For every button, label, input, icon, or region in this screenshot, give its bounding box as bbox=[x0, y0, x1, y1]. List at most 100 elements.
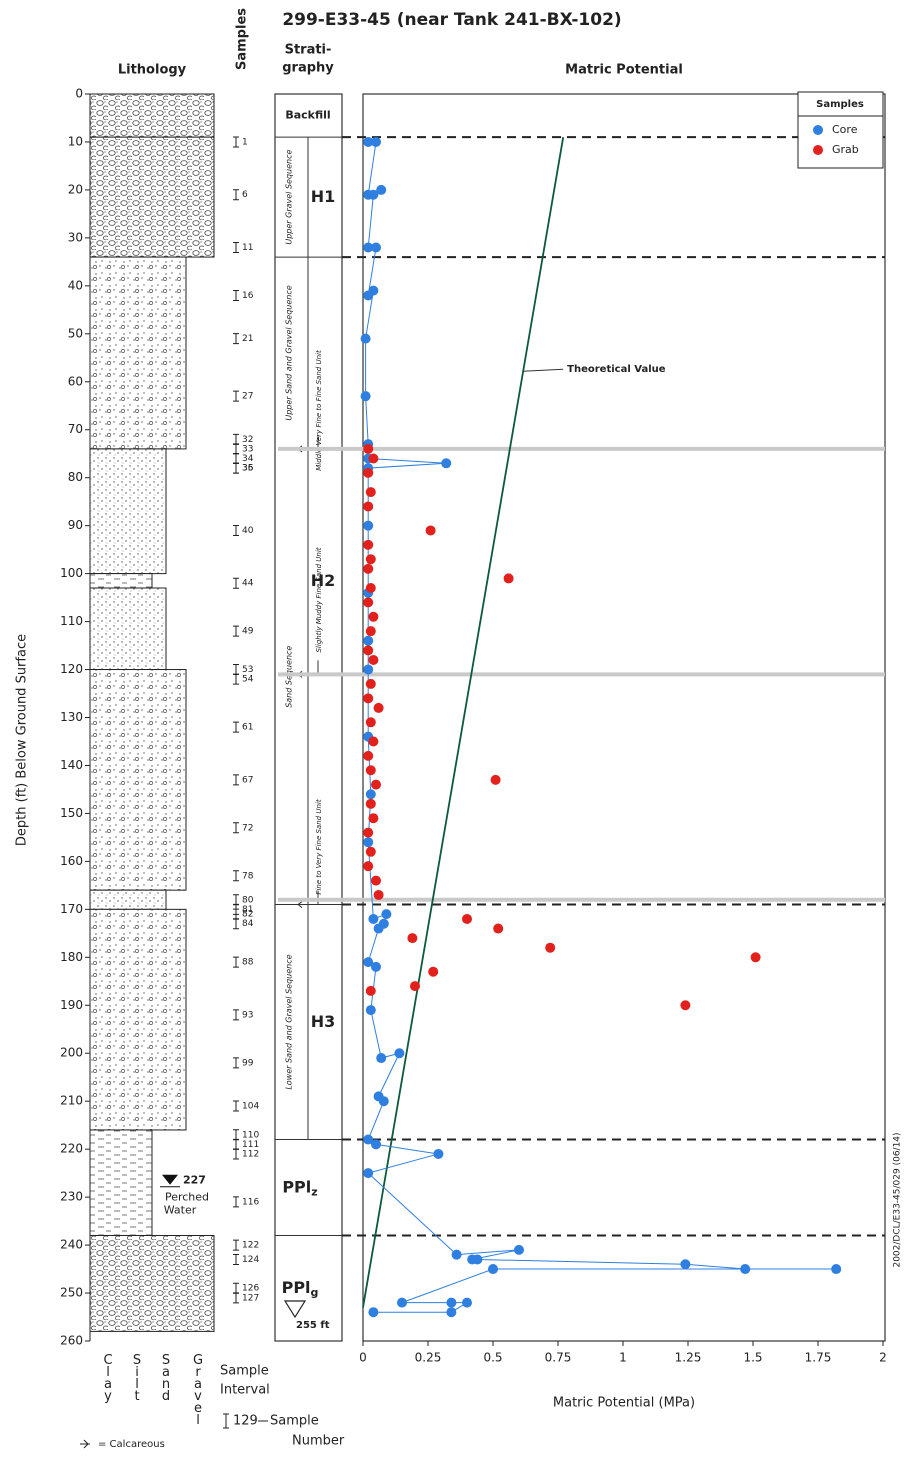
sample-number: 21 bbox=[242, 334, 253, 344]
sample-interval bbox=[233, 625, 239, 637]
y-tick-label: 70 bbox=[68, 422, 83, 436]
data-point bbox=[363, 597, 374, 608]
water-label: Water bbox=[164, 1204, 197, 1217]
y-tick-label: 30 bbox=[68, 230, 83, 244]
sample-interval bbox=[233, 333, 239, 345]
legend-text: Sample bbox=[270, 1414, 319, 1429]
sample-interval bbox=[233, 956, 239, 968]
lithology-unit bbox=[89, 136, 215, 258]
y-tick-label: 260 bbox=[60, 1334, 83, 1348]
legend-swatch bbox=[813, 125, 823, 135]
data-point bbox=[490, 774, 501, 785]
data-point bbox=[365, 678, 376, 689]
subunit-label: Fine to Very Fine Sand Unit bbox=[315, 799, 323, 894]
data-point bbox=[365, 554, 376, 565]
total-depth-symbol bbox=[283, 1300, 307, 1319]
data-point bbox=[368, 285, 379, 296]
sequence-label: Upper Gravel Sequence bbox=[285, 150, 294, 245]
sample-number: 124 bbox=[242, 1255, 259, 1265]
sample-interval bbox=[233, 189, 239, 201]
series-line bbox=[365, 141, 837, 1313]
sample-number: 110 bbox=[242, 1130, 259, 1140]
sample-interval bbox=[233, 1196, 239, 1208]
data-point bbox=[365, 765, 376, 776]
data-point bbox=[360, 333, 371, 344]
data-point bbox=[407, 933, 418, 944]
sample-interval bbox=[233, 289, 239, 301]
sequence-label: Upper Sand and Gravel Sequence bbox=[285, 285, 294, 420]
data-point bbox=[394, 1048, 405, 1059]
data-point bbox=[363, 750, 374, 761]
strat-title: Strati- bbox=[285, 43, 332, 58]
annotation: Theoretical Value bbox=[567, 364, 666, 375]
data-point bbox=[462, 1297, 472, 1308]
y-tick-label: 20 bbox=[68, 182, 83, 196]
data-point bbox=[363, 467, 374, 478]
sample-interval bbox=[233, 462, 239, 474]
data-point bbox=[368, 189, 379, 200]
data-point bbox=[363, 645, 374, 656]
sample-number: 49 bbox=[242, 627, 254, 637]
sample-number: 93 bbox=[242, 1010, 253, 1020]
lithology-unit bbox=[89, 669, 187, 891]
sample-number: 44 bbox=[242, 579, 254, 589]
sample-interval bbox=[233, 1253, 239, 1265]
data-point bbox=[365, 1005, 376, 1016]
legend-box bbox=[797, 91, 884, 169]
legend-text: 129 bbox=[233, 1414, 258, 1429]
sample-number: 99 bbox=[242, 1058, 254, 1068]
data-point bbox=[373, 702, 384, 713]
data-point bbox=[376, 184, 387, 195]
strat-unit-label: Backfill bbox=[285, 109, 330, 122]
data-point bbox=[363, 242, 374, 253]
data-point bbox=[371, 136, 381, 147]
data-point bbox=[750, 952, 761, 963]
strat-unit-label: PPlz bbox=[282, 1177, 317, 1199]
footnote: 2002/DCL/E33-45/029 (06/14) bbox=[893, 1132, 903, 1267]
sample-interval bbox=[233, 1148, 239, 1160]
lithology-unit bbox=[89, 448, 167, 575]
sample-number: 40 bbox=[242, 526, 254, 536]
sample-interval bbox=[233, 136, 239, 148]
data-point bbox=[365, 985, 376, 996]
data-point bbox=[451, 1249, 462, 1260]
data-point bbox=[371, 1139, 381, 1150]
data-point bbox=[441, 458, 452, 469]
y-axis-label: Depth (ft) Below Ground Surface bbox=[15, 634, 30, 846]
sample-number: 1 bbox=[242, 137, 248, 147]
data-point bbox=[363, 664, 374, 675]
sample-number: 72 bbox=[242, 823, 253, 833]
data-point bbox=[363, 837, 374, 848]
data-point bbox=[365, 487, 376, 498]
sample-interval bbox=[233, 524, 239, 536]
data-point bbox=[428, 966, 439, 977]
lithology-unit bbox=[89, 256, 187, 450]
y-tick-label: 90 bbox=[68, 518, 83, 532]
strat-unit-sub: g bbox=[311, 1286, 319, 1299]
sample-interval bbox=[233, 1239, 239, 1251]
sample-interval bbox=[233, 1057, 239, 1069]
data-point bbox=[365, 626, 376, 637]
interval-symbol bbox=[223, 1413, 229, 1429]
title: 299-E33-45 (near Tank 241-BX-102) bbox=[282, 10, 621, 30]
data-point bbox=[365, 789, 376, 800]
sample-interval bbox=[233, 1100, 239, 1112]
data-point bbox=[363, 1134, 374, 1145]
legend-swatch bbox=[813, 145, 823, 155]
data-point bbox=[368, 736, 379, 747]
calcareous-symbol bbox=[80, 1439, 90, 1449]
data-point bbox=[462, 913, 472, 924]
x-tick-label: 0 bbox=[359, 1351, 367, 1365]
legend-label: Grab bbox=[832, 143, 859, 156]
data-point bbox=[368, 453, 379, 464]
lithology-unit bbox=[89, 1234, 215, 1332]
legend: Samples Core Grab bbox=[797, 91, 884, 169]
y-tick-label: 160 bbox=[60, 854, 83, 868]
sample-number: 34 bbox=[242, 454, 254, 464]
lithology-unit bbox=[89, 573, 153, 589]
data-point bbox=[365, 846, 376, 857]
y-tick-label: 150 bbox=[60, 806, 83, 820]
x-tick-label: 1.5 bbox=[743, 1351, 762, 1365]
